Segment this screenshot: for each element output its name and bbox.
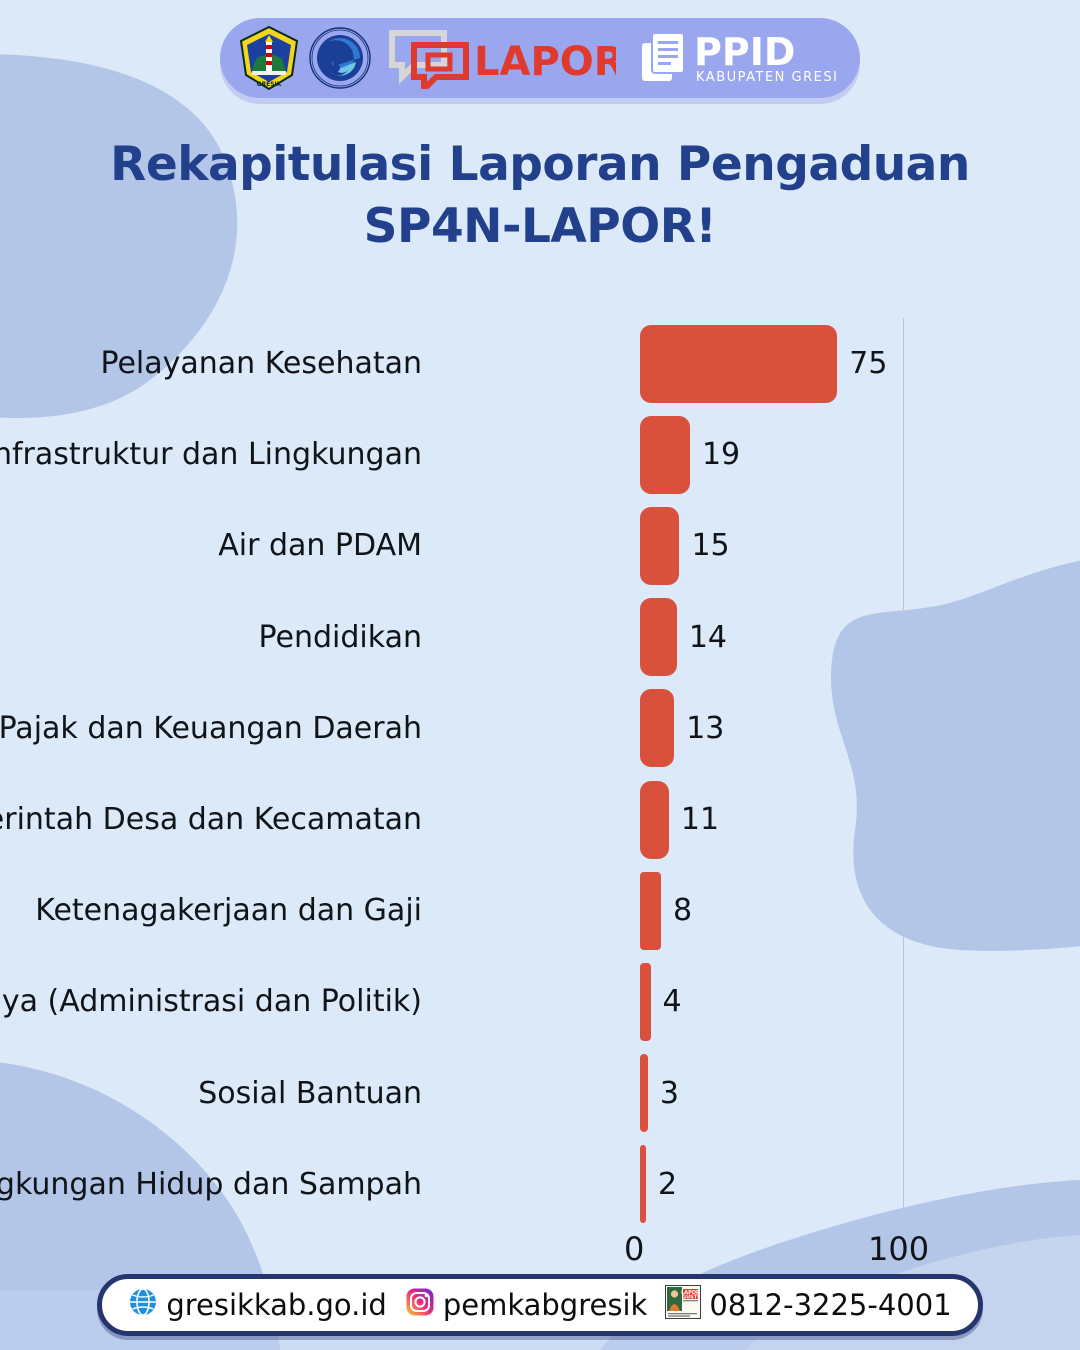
bar-value-label: 11 <box>680 802 720 838</box>
bar-zone: 8 <box>640 865 692 956</box>
bar <box>640 598 677 677</box>
footer-website-text: gresikkab.go.id <box>166 1288 387 1322</box>
bar <box>640 780 669 859</box>
x-axis: 0 100 <box>0 1230 1080 1278</box>
gridline-100 <box>903 318 904 1230</box>
page-title: Rekapitulasi Laporan Pengaduan SP4N-LAPO… <box>0 134 1080 258</box>
x-tick-100: 100 <box>868 1230 930 1268</box>
footer-item-phone[interactable]: LAPOR GUSTI 0812-3225-4001 <box>665 1284 952 1326</box>
category-label: Air dan PDAM <box>218 528 422 564</box>
category-label: Ketenagakerjaan dan Gaji <box>35 893 422 929</box>
blob-right <box>831 560 1080 951</box>
bar-zone: 15 <box>640 500 730 591</box>
chart-row: Sosial Bantuan 3 <box>0 1048 1080 1139</box>
chart-row: Pemerintah Desa dan Kecamatan 11 <box>0 774 1080 865</box>
bar-value-label: 15 <box>691 528 730 564</box>
footer-contact-bar: gresikkab.go.id <box>0 1274 1080 1336</box>
bar-zone: 14 <box>640 592 727 683</box>
bar-value-label: 13 <box>686 710 725 746</box>
category-label: Sosial Bantuan <box>198 1075 422 1111</box>
lapor-gusti-icon: LAPOR GUSTI <box>665 1284 702 1326</box>
bar <box>640 506 680 585</box>
bar <box>640 1145 646 1224</box>
ppid-logo-icon: PPID KABUPATEN GRESIK <box>636 27 836 89</box>
logo-pill: GRESIK LAPOR! <box>220 18 860 98</box>
footer-instagram-text: pemkabgresik <box>442 1288 648 1322</box>
bar-chart: Pelayanan Kesehatan 75 Infrastruktur dan L… <box>0 318 1080 1278</box>
chart-row: Pajak dan Keuangan Daerah 13 <box>0 683 1080 774</box>
bar <box>640 871 662 950</box>
bar-value-label: 3 <box>659 1075 679 1111</box>
bar <box>640 415 690 494</box>
bar <box>640 962 651 1041</box>
header-logo-bar: GRESIK LAPOR! <box>0 18 1080 114</box>
bar-zone: 75 <box>640 318 887 409</box>
bar-value-label: 19 <box>701 437 741 473</box>
bar-value-label: 8 <box>673 893 693 929</box>
footer-item-website[interactable]: gresikkab.go.id <box>128 1287 387 1324</box>
footer-pill: gresikkab.go.id <box>97 1274 983 1336</box>
svg-text:GUSTI: GUSTI <box>682 1294 699 1300</box>
svg-text:LAPOR!: LAPOR! <box>474 39 616 85</box>
category-label: Pemerintah Desa dan Kecamatan <box>0 802 422 838</box>
bar-value-label: 2 <box>658 1166 678 1202</box>
bar-zone: 19 <box>640 409 740 500</box>
category-label: Pendidikan <box>258 619 423 655</box>
chart-plot-area: Pelayanan Kesehatan 75 Infrastruktur dan L… <box>0 318 1080 1230</box>
lapor-logo-icon: LAPOR! <box>386 27 616 89</box>
instagram-icon <box>405 1287 435 1324</box>
bar-value-label: 14 <box>688 619 727 655</box>
bar <box>640 1054 648 1133</box>
bar-value-label: 4 <box>662 984 682 1020</box>
bar-zone: 3 <box>640 1048 679 1139</box>
bar <box>640 689 675 768</box>
title-line-2: SP4N-LAPOR! <box>363 199 717 255</box>
svg-text:GRESIK: GRESIK <box>257 81 282 88</box>
category-label: Pajak dan Keuangan Daerah <box>0 710 422 746</box>
svg-text:LAPOR: LAPOR <box>681 1290 700 1296</box>
diskominfo-wave-logo-icon <box>308 26 372 90</box>
svg-text:PPID: PPID <box>694 30 795 74</box>
chart-row: Lainnya (Administrasi dan Politik) 4 <box>0 956 1080 1047</box>
category-label: Pelayanan Kesehatan <box>100 346 422 382</box>
bar-zone: 2 <box>640 1139 677 1230</box>
title-line-1: Rekapitulasi Laporan Pengaduan <box>110 137 970 192</box>
footer-item-instagram[interactable]: pemkabgresik <box>405 1287 647 1324</box>
category-label: Lingkungan Hidup dan Sampah <box>0 1166 422 1202</box>
bar-zone: 11 <box>640 774 719 865</box>
gresik-regency-seal-icon: GRESIK <box>238 25 300 91</box>
chart-row: Ketenagakerjaan dan Gaji 8 <box>0 865 1080 956</box>
bar-value-label: 75 <box>849 346 888 382</box>
footer-phone-text: 0812-3225-4001 <box>709 1288 952 1322</box>
globe-icon <box>128 1287 158 1324</box>
bar-zone: 13 <box>640 683 724 774</box>
blob-top-left <box>0 54 238 419</box>
category-label: Infrastruktur dan Lingkungan <box>0 437 422 473</box>
chart-row: Pelayanan Kesehatan 75 <box>0 318 1080 409</box>
chart-row: Air dan PDAM 15 <box>0 500 1080 591</box>
chart-row: Lingkungan Hidup dan Sampah 2 <box>0 1139 1080 1230</box>
bar-zone: 4 <box>640 956 682 1047</box>
category-label: Lainnya (Administrasi dan Politik) <box>0 984 422 1020</box>
bar <box>640 324 838 403</box>
chart-row: Pendidikan 14 <box>0 592 1080 683</box>
chart-row: Infrastruktur dan Lingkungan 19 <box>0 409 1080 500</box>
x-tick-0: 0 <box>624 1230 645 1268</box>
svg-text:KABUPATEN GRESIK: KABUPATEN GRESIK <box>696 70 836 85</box>
